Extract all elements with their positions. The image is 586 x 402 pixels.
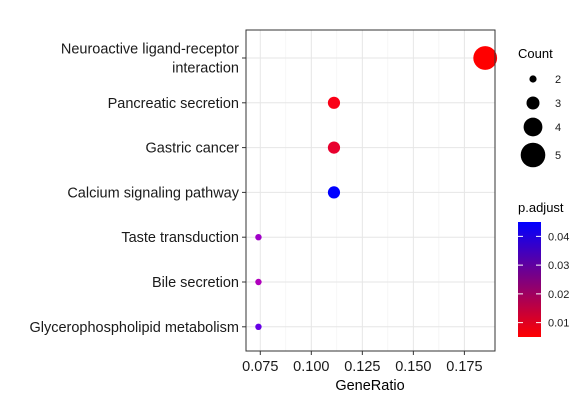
count-legend-label: 4 (555, 122, 561, 134)
colorbar-tick-label: 0.03 (548, 260, 569, 272)
colorbar-tick-label: 0.02 (548, 289, 569, 301)
x-tick-label: 0.125 (344, 359, 380, 375)
x-axis-ticks (259, 351, 465, 355)
data-point (327, 96, 341, 109)
p-adjust-legend-title: p.adjust (518, 200, 564, 215)
data-point (327, 186, 341, 199)
major-gridlines (246, 30, 495, 351)
data-point (255, 323, 262, 330)
x-tick-label: 0.150 (395, 359, 431, 375)
count-legend-key (529, 75, 537, 83)
y-axis-label: Taste transduction (121, 230, 239, 246)
count-legend-key (526, 96, 540, 110)
panel-background (246, 30, 495, 351)
y-axis-labels: Neuroactive ligand-receptor interaction Pa… (29, 42, 239, 336)
p-adjust-legend: p.adjust 0.04 0.03 0.02 0.01 (518, 200, 569, 337)
count-legend-label: 2 (555, 74, 561, 86)
y-axis-label: Gastric cancer (146, 141, 240, 157)
data-point (473, 46, 498, 70)
y-axis-label: interaction (172, 61, 239, 77)
count-legend-label: 5 (555, 150, 561, 162)
count-legend-key (520, 142, 546, 168)
x-tick-label: 0.075 (242, 359, 278, 375)
y-axis-label: Pancreatic secretion (108, 96, 239, 112)
count-legend: Count 2 3 4 5 (518, 46, 561, 168)
data-points (255, 46, 498, 330)
count-legend-label: 3 (555, 98, 561, 110)
y-axis-label: Glycerophospholipid metabolism (29, 320, 239, 336)
y-axis-label: Bile secretion (152, 275, 239, 291)
minor-gridlines (285, 30, 440, 351)
p-adjust-colorbar (518, 222, 541, 337)
count-legend-title: Count (518, 46, 553, 61)
panel-border (245, 29, 496, 352)
y-axis-label: Calcium signaling pathway (67, 185, 239, 201)
colorbar-tick-label: 0.01 (548, 318, 569, 330)
y-axis-ticks (242, 57, 246, 328)
x-tick-label: 0.175 (446, 359, 482, 375)
x-axis-labels: 0.075 0.100 0.125 0.150 0.175 (242, 359, 482, 375)
x-tick-label: 0.100 (293, 359, 329, 375)
count-legend-key (523, 117, 543, 137)
data-point (255, 234, 262, 241)
data-point (327, 141, 341, 154)
x-axis-title: GeneRatio (335, 378, 404, 394)
y-axis-label: Neuroactive ligand-receptor (61, 42, 239, 58)
data-point (255, 278, 262, 286)
colorbar-tick-label: 0.04 (548, 231, 569, 243)
